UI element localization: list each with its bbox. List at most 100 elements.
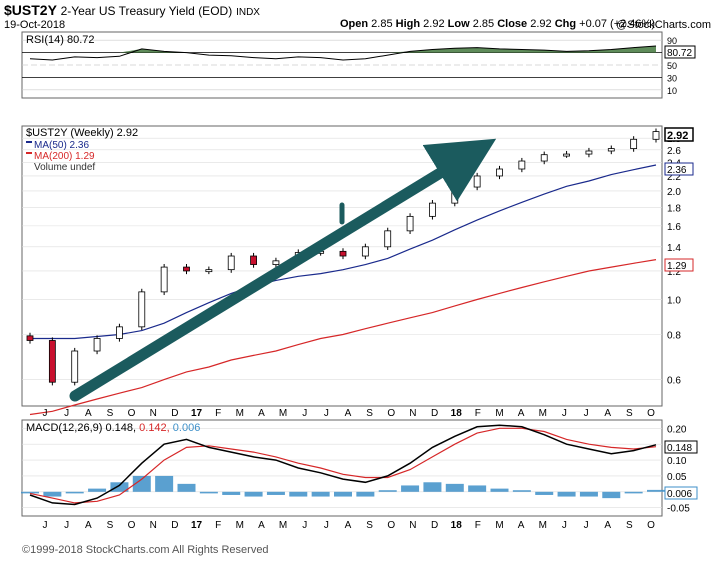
candle-body	[496, 168, 503, 177]
ma50-badge: 2.36	[664, 162, 694, 176]
histogram-bar	[132, 475, 151, 492]
x-tick-label: D	[171, 520, 178, 531]
histogram-bar	[177, 483, 196, 492]
candle-body	[227, 255, 235, 271]
ma200-legend-swatch	[26, 152, 32, 154]
histogram-bar	[490, 488, 509, 492]
symbol-description: 2-Year US Treasury Yield (EOD)	[60, 4, 233, 18]
x-tick-label: M	[539, 520, 547, 531]
x-tick-label: O	[647, 520, 655, 531]
histogram-bar	[356, 491, 375, 497]
price-tick-label: 1.4	[667, 243, 681, 254]
price-legend-ma50: MA(50) 2.36	[34, 140, 89, 151]
x-tick-label: D	[431, 520, 438, 531]
histogram-bar	[199, 491, 218, 494]
candle-body	[160, 266, 168, 293]
candle-body	[205, 269, 213, 273]
histogram-bar	[334, 491, 352, 497]
macd-badge: 0.148	[664, 440, 698, 454]
macd-legend: MACD(12,26,9) 0.148, 0.142, 0.006	[26, 422, 200, 434]
x-tick-label: F	[215, 520, 221, 531]
x-tick-label: M	[495, 520, 503, 531]
macd-legend-macd: 0.148,	[105, 422, 136, 434]
x-tick-label: J	[584, 408, 589, 419]
x-tick-label: S	[107, 520, 114, 531]
chart-date: 19-Oct-2018	[4, 19, 66, 31]
price-tick-label: 1.0	[667, 296, 681, 307]
ma200-badge: 1.29	[664, 258, 694, 272]
x-tick-label: F	[215, 408, 221, 419]
macd-histogram	[21, 475, 665, 499]
price-badge: 2.92	[664, 127, 694, 142]
histogram-bar	[65, 491, 84, 494]
histogram-bar	[43, 491, 62, 497]
macd-tick-label: 0.05	[667, 472, 687, 483]
candle-body	[48, 340, 56, 383]
x-tick-label: F	[475, 520, 481, 531]
trend-arrow	[69, 138, 497, 402]
x-tick-label: 17	[191, 520, 203, 531]
x-tick-label: N	[409, 408, 416, 419]
x-tick-label: M	[495, 408, 503, 419]
histogram-bar	[244, 491, 263, 497]
rsi-line	[29, 45, 657, 61]
x-tick-label: N	[150, 520, 157, 531]
candle-body	[183, 266, 190, 272]
x-tick-label: D	[171, 408, 178, 419]
x-tick-label: A	[518, 408, 525, 419]
macd-legend-prefix: MACD(12,26,9)	[26, 422, 102, 434]
x-tick-label: J	[43, 408, 48, 419]
x-tick-label: S	[366, 408, 373, 419]
histogram-bar	[579, 491, 598, 497]
rsi-overbought-fill	[30, 46, 656, 53]
ohlc-readout: Open 2.85 High 2.92 Low 2.85 Close 2.92 …	[340, 18, 655, 30]
macd-panel	[21, 419, 663, 517]
candle-body	[138, 291, 146, 328]
price-tick-label: 0.8	[667, 330, 681, 341]
macd-y-axis: 0.200.150.100.050.00-0.05	[667, 424, 690, 514]
rsi-tick-label: 50	[667, 61, 677, 71]
open-label: Open	[339, 18, 369, 30]
candle-body	[429, 202, 436, 217]
macd-legend-hist: 0.006	[173, 422, 201, 434]
high-label: High	[395, 18, 421, 30]
histogram-bar	[378, 490, 397, 492]
x-tick-label: J	[562, 408, 567, 419]
x-tick-label: A	[85, 520, 92, 531]
histogram-bar	[512, 490, 531, 492]
stockcharts-logo: @StockCharts.com	[616, 19, 711, 31]
histogram-bar	[266, 491, 285, 495]
price-tick-label: 2.0	[667, 187, 681, 198]
x-tick-label: A	[604, 408, 611, 419]
x-tick-label: J	[302, 520, 307, 531]
x-tick-label: A	[518, 520, 525, 531]
x-tick-label: F	[475, 408, 481, 419]
price-tick-label: 1.8	[667, 203, 681, 214]
macd-tick-label: -0.05	[667, 504, 690, 515]
candle-body	[406, 215, 414, 232]
x-tick-label: J	[562, 520, 567, 531]
x-tick-label: D	[431, 408, 438, 419]
candle-body	[116, 326, 123, 339]
open-value: 2.85	[371, 18, 393, 30]
candle-body	[540, 154, 548, 162]
macd-tick-label: 0.20	[667, 424, 687, 435]
price-tick-label: 2.2	[667, 172, 681, 183]
histogram-bar	[21, 491, 39, 494]
x-tick-label: O	[387, 520, 395, 531]
x-tick-label: O	[387, 408, 395, 419]
candle-body	[93, 338, 101, 352]
x-tick-label: 18	[451, 408, 463, 419]
close-value: 2.92	[530, 18, 552, 30]
candle-body	[563, 153, 570, 157]
histogram-bar	[423, 482, 442, 492]
rsi-badge-text: 80.72	[667, 48, 692, 59]
histogram-bar	[445, 483, 464, 492]
candle-body	[26, 335, 34, 341]
x-tick-label: M	[539, 408, 547, 419]
histogram-bar	[535, 491, 554, 495]
chg-value: +0.07 (+2.46%)	[579, 18, 655, 30]
macd-signal-line	[29, 427, 657, 504]
price-tick-label: 0.6	[667, 376, 681, 387]
